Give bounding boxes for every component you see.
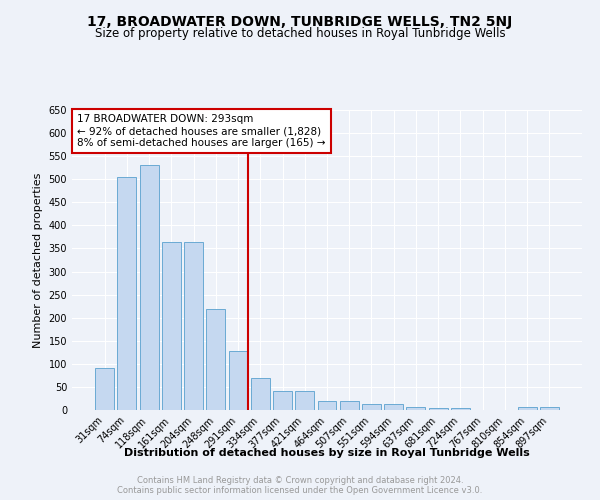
Bar [406,407,425,410]
Bar [384,404,403,410]
Bar [184,242,203,410]
Text: 17, BROADWATER DOWN, TUNBRIDGE WELLS, TN2 5NJ: 17, BROADWATER DOWN, TUNBRIDGE WELLS, TN… [88,15,512,29]
Bar [317,401,337,410]
Bar [273,390,292,410]
Bar [251,378,270,410]
Y-axis label: Number of detached properties: Number of detached properties [33,172,43,348]
Bar [340,401,359,410]
Bar [518,407,536,410]
Bar [140,166,158,410]
Bar [295,390,314,410]
Bar [229,352,248,410]
Text: Distribution of detached houses by size in Royal Tunbridge Wells: Distribution of detached houses by size … [124,448,530,458]
Bar [540,407,559,410]
Bar [362,404,381,410]
Bar [206,310,225,410]
Bar [95,368,114,410]
Bar [451,408,470,410]
Text: 17 BROADWATER DOWN: 293sqm
← 92% of detached houses are smaller (1,828)
8% of se: 17 BROADWATER DOWN: 293sqm ← 92% of deta… [77,114,326,148]
Bar [162,242,181,410]
Bar [118,177,136,410]
Text: Contains HM Land Registry data © Crown copyright and database right 2024.
Contai: Contains HM Land Registry data © Crown c… [118,476,482,495]
Bar [429,408,448,410]
Text: Size of property relative to detached houses in Royal Tunbridge Wells: Size of property relative to detached ho… [95,28,505,40]
